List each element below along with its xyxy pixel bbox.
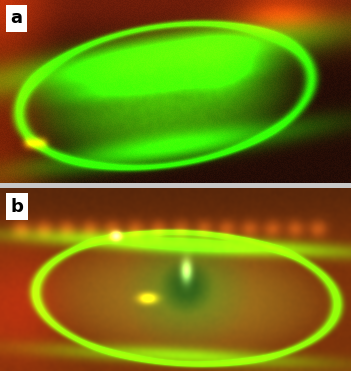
Text: a: a bbox=[11, 9, 22, 27]
Text: b: b bbox=[11, 198, 24, 216]
